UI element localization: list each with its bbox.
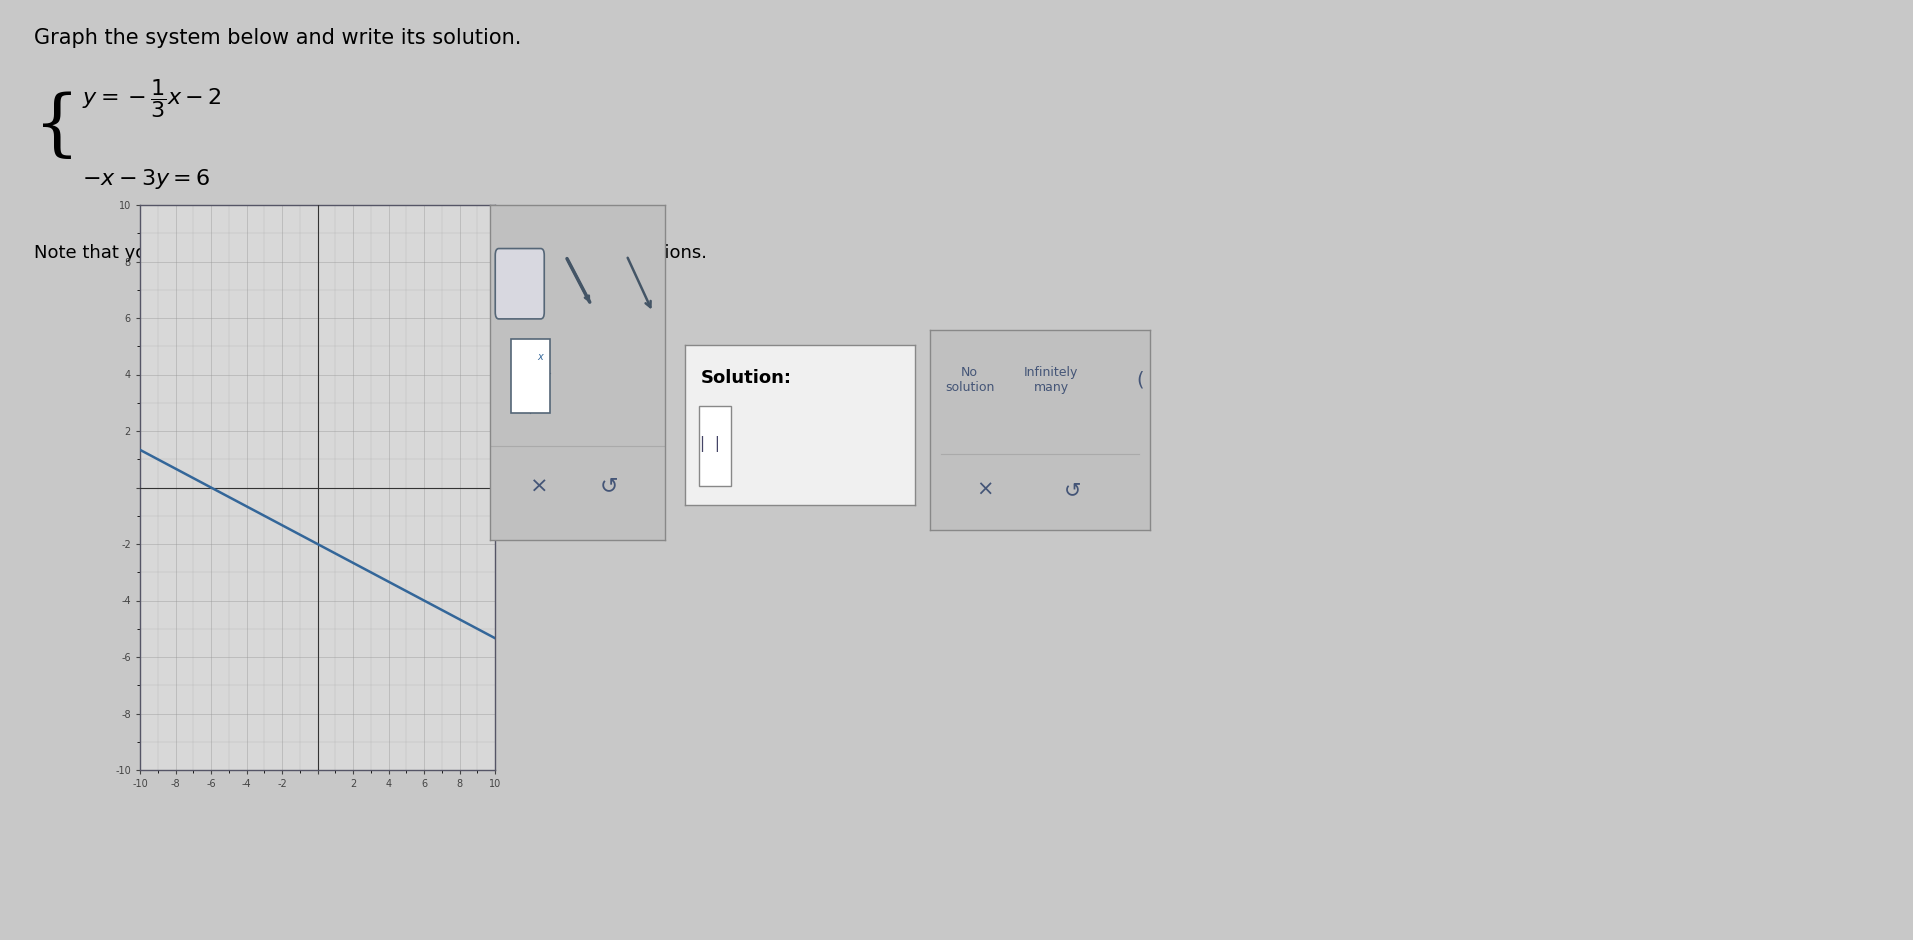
FancyBboxPatch shape bbox=[495, 248, 545, 319]
Bar bbox=[511, 339, 549, 413]
Text: $y = -\dfrac{1}{3}x-2$: $y = -\dfrac{1}{3}x-2$ bbox=[82, 77, 222, 120]
Text: $-x-3y=6$: $-x-3y=6$ bbox=[82, 166, 210, 191]
Text: Note that you can also answer "No solution" or "Infinitely many" solutions.: Note that you can also answer "No soluti… bbox=[34, 244, 708, 262]
Bar bbox=[698, 406, 731, 486]
Text: x: x bbox=[497, 508, 503, 520]
Text: ↺: ↺ bbox=[599, 477, 618, 496]
Text: x: x bbox=[538, 352, 543, 363]
Text: Infinitely
many: Infinitely many bbox=[1023, 366, 1079, 394]
Text: ×: × bbox=[530, 477, 549, 496]
Text: Graph the system below and write its solution.: Graph the system below and write its sol… bbox=[34, 28, 522, 48]
Text: (: ( bbox=[1136, 370, 1144, 389]
Text: No
solution: No solution bbox=[945, 366, 995, 394]
Text: {: { bbox=[34, 91, 80, 163]
Text: ↺: ↺ bbox=[1064, 480, 1081, 500]
Text: |  |: | | bbox=[700, 436, 721, 452]
Text: Solution:: Solution: bbox=[700, 369, 792, 387]
Text: ×: × bbox=[976, 480, 993, 500]
